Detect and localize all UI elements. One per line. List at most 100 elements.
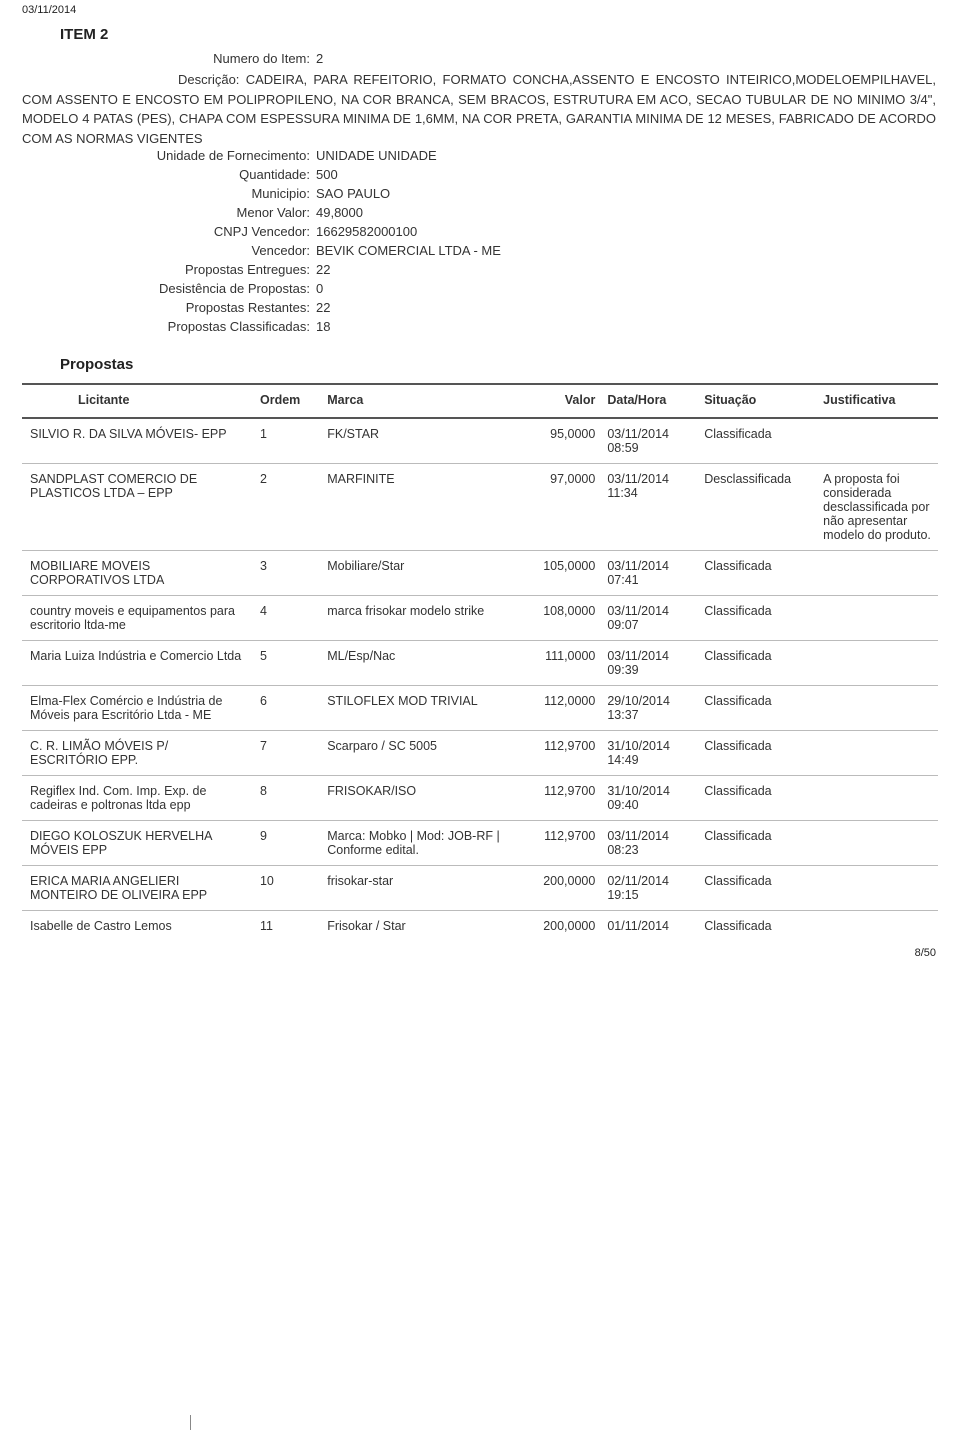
cell-datahora: 03/11/201408:23 bbox=[601, 821, 698, 866]
cell-justificativa bbox=[817, 596, 938, 641]
field-menor-valor: Menor Valor: 49,8000 bbox=[112, 205, 938, 220]
value-descricao: CADEIRA, PARA REFEITORIO, FORMATO CONCHA… bbox=[22, 72, 936, 146]
cell-ordem: 6 bbox=[254, 686, 321, 731]
cell-ordem: 3 bbox=[254, 551, 321, 596]
cell-datahora: 03/11/201409:07 bbox=[601, 596, 698, 641]
cell-marca: ML/Esp/Nac bbox=[321, 641, 518, 686]
cell-valor: 112,9700 bbox=[518, 821, 601, 866]
cell-justificativa bbox=[817, 686, 938, 731]
col-valor: Valor bbox=[518, 384, 601, 418]
value-vencedor: BEVIK COMERCIAL LTDA - ME bbox=[316, 243, 938, 258]
table-row: Maria Luiza Indústria e Comercio Ltda5ML… bbox=[22, 641, 938, 686]
cell-ordem: 7 bbox=[254, 731, 321, 776]
col-situacao: Situação bbox=[698, 384, 817, 418]
cell-marca: Scarparo / SC 5005 bbox=[321, 731, 518, 776]
cell-datahora: 03/11/201409:39 bbox=[601, 641, 698, 686]
col-marca: Marca bbox=[321, 384, 518, 418]
label-menor-valor: Menor Valor: bbox=[112, 205, 316, 220]
cell-datahora: 03/11/201407:41 bbox=[601, 551, 698, 596]
cell-situacao: Classificada bbox=[698, 866, 817, 911]
field-propostas-entregues: Propostas Entregues: 22 bbox=[112, 262, 938, 277]
label-desistencia: Desistência de Propostas: bbox=[112, 281, 316, 296]
cell-situacao: Classificada bbox=[698, 821, 817, 866]
field-quantidade: Quantidade: 500 bbox=[112, 167, 938, 182]
field-unidade: Unidade de Fornecimento: UNIDADE UNIDADE bbox=[112, 148, 938, 163]
table-header-row: Licitante Ordem Marca Valor Data/Hora Si… bbox=[22, 384, 938, 418]
label-propostas-classificadas: Propostas Classificadas: bbox=[112, 319, 316, 334]
cell-valor: 105,0000 bbox=[518, 551, 601, 596]
cell-ordem: 1 bbox=[254, 418, 321, 464]
cell-valor: 112,0000 bbox=[518, 686, 601, 731]
cell-ordem: 5 bbox=[254, 641, 321, 686]
cell-licitante: Isabelle de Castro Lemos bbox=[22, 911, 254, 942]
label-municipio: Municipio: bbox=[112, 186, 316, 201]
cell-situacao: Classificada bbox=[698, 641, 817, 686]
value-municipio: SAO PAULO bbox=[316, 186, 938, 201]
cell-justificativa bbox=[817, 418, 938, 464]
cell-ordem: 9 bbox=[254, 821, 321, 866]
page-number: 8/50 bbox=[22, 941, 938, 961]
cell-marca: marca frisokar modelo strike bbox=[321, 596, 518, 641]
label-cnpj-vencedor: CNPJ Vencedor: bbox=[112, 224, 316, 239]
col-justificativa: Justificativa bbox=[817, 384, 938, 418]
cell-licitante: SANDPLAST COMERCIO DE PLASTICOS LTDA – E… bbox=[22, 464, 254, 551]
cell-licitante: Elma-Flex Comércio e Indústria de Móveis… bbox=[22, 686, 254, 731]
col-ordem: Ordem bbox=[254, 384, 321, 418]
field-numero: Numero do Item: 2 bbox=[112, 51, 938, 66]
col-licitante: Licitante bbox=[22, 384, 254, 418]
cell-marca: frisokar-star bbox=[321, 866, 518, 911]
field-cnpj-vencedor: CNPJ Vencedor: 16629582000100 bbox=[112, 224, 938, 239]
field-descricao: Descrição: CADEIRA, PARA REFEITORIO, FOR… bbox=[22, 70, 938, 148]
cell-datahora: 31/10/201409:40 bbox=[601, 776, 698, 821]
field-desistencia: Desistência de Propostas: 0 bbox=[112, 281, 938, 296]
cell-datahora: 29/10/201413:37 bbox=[601, 686, 698, 731]
cell-ordem: 8 bbox=[254, 776, 321, 821]
table-row: ERICA MARIA ANGELIERI MONTEIRO DE OLIVEI… bbox=[22, 866, 938, 911]
value-propostas-restantes: 22 bbox=[316, 300, 938, 315]
item-details: Numero do Item: 2 Descrição: CADEIRA, PA… bbox=[112, 51, 938, 334]
cell-licitante: SILVIO R. DA SILVA MÓVEIS- EPP bbox=[22, 418, 254, 464]
table-row: MOBILIARE MOVEIS CORPORATIVOS LTDA3Mobil… bbox=[22, 551, 938, 596]
label-descricao: Descrição: bbox=[178, 72, 239, 87]
cell-justificativa bbox=[817, 776, 938, 821]
value-menor-valor: 49,8000 bbox=[316, 205, 938, 220]
cell-valor: 95,0000 bbox=[518, 418, 601, 464]
label-numero: Numero do Item: bbox=[112, 51, 316, 66]
label-propostas-entregues: Propostas Entregues: bbox=[112, 262, 316, 277]
cell-valor: 200,0000 bbox=[518, 911, 601, 942]
cell-licitante: C. R. LIMÃO MÓVEIS P/ ESCRITÓRIO EPP. bbox=[22, 731, 254, 776]
cell-justificativa bbox=[817, 911, 938, 942]
cell-situacao: Classificada bbox=[698, 551, 817, 596]
table-row: SANDPLAST COMERCIO DE PLASTICOS LTDA – E… bbox=[22, 464, 938, 551]
cell-situacao: Desclassificada bbox=[698, 464, 817, 551]
value-cnpj-vencedor: 16629582000100 bbox=[316, 224, 938, 239]
cell-valor: 200,0000 bbox=[518, 866, 601, 911]
cell-licitante: country moveis e equipamentos para escri… bbox=[22, 596, 254, 641]
table-row: Elma-Flex Comércio e Indústria de Móveis… bbox=[22, 686, 938, 731]
cell-ordem: 11 bbox=[254, 911, 321, 942]
cell-justificativa bbox=[817, 731, 938, 776]
cell-licitante: MOBILIARE MOVEIS CORPORATIVOS LTDA bbox=[22, 551, 254, 596]
cell-ordem: 4 bbox=[254, 596, 321, 641]
cell-situacao: Classificada bbox=[698, 776, 817, 821]
page-cut-line bbox=[190, 1415, 191, 1430]
cell-ordem: 10 bbox=[254, 866, 321, 911]
value-desistencia: 0 bbox=[316, 281, 938, 296]
cell-marca: STILOFLEX MOD TRIVIAL bbox=[321, 686, 518, 731]
table-row: country moveis e equipamentos para escri… bbox=[22, 596, 938, 641]
cell-valor: 111,0000 bbox=[518, 641, 601, 686]
cell-justificativa bbox=[817, 641, 938, 686]
propostas-heading: Propostas bbox=[60, 356, 938, 373]
field-municipio: Municipio: SAO PAULO bbox=[112, 186, 938, 201]
cell-marca: MARFINITE bbox=[321, 464, 518, 551]
cell-marca: FRISOKAR/ISO bbox=[321, 776, 518, 821]
cell-valor: 112,9700 bbox=[518, 776, 601, 821]
table-row: C. R. LIMÃO MÓVEIS P/ ESCRITÓRIO EPP.7Sc… bbox=[22, 731, 938, 776]
table-row: SILVIO R. DA SILVA MÓVEIS- EPP1FK/STAR95… bbox=[22, 418, 938, 464]
cell-situacao: Classificada bbox=[698, 911, 817, 942]
field-propostas-restantes: Propostas Restantes: 22 bbox=[112, 300, 938, 315]
value-propostas-classificadas: 18 bbox=[316, 319, 938, 334]
cell-justificativa bbox=[817, 866, 938, 911]
cell-datahora: 01/11/2014 bbox=[601, 911, 698, 942]
cell-datahora: 03/11/201408:59 bbox=[601, 418, 698, 464]
